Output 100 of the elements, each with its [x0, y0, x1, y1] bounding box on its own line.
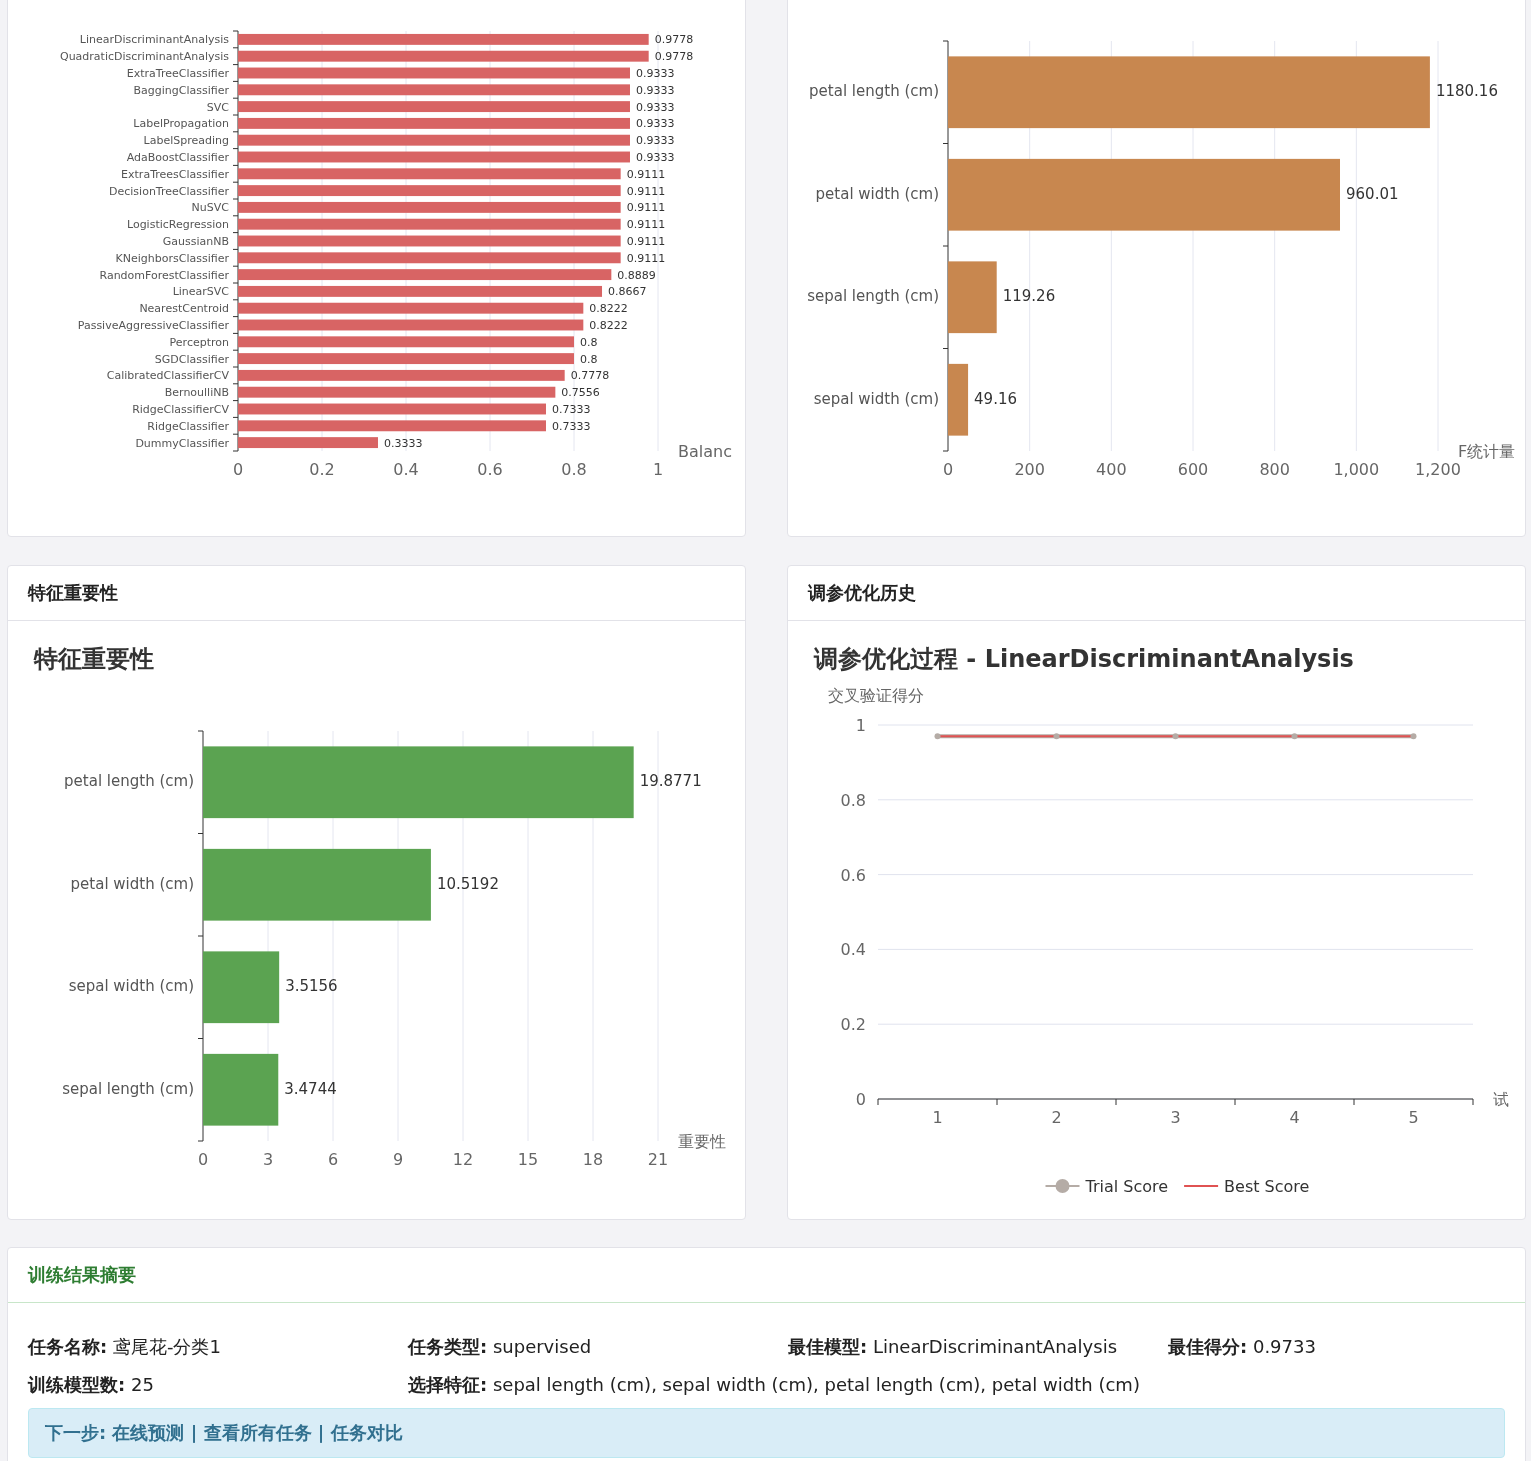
y-tick-label: sepal length (cm): [62, 1079, 194, 1098]
y-tick-label: petal width (cm): [70, 874, 194, 893]
text: 下一步: 在线预测 | 查看所有任务 | 任务对比: [28, 1408, 1505, 1458]
x-tick-label: 1: [652, 460, 664, 479]
y-tick-label: DummyClassifier: [135, 436, 230, 450]
x-tick-label: 200: [1014, 460, 1045, 479]
data-label: 0.9111: [626, 201, 666, 215]
data-label: 960.01: [1346, 184, 1399, 203]
x-tick-label: 0.8: [561, 460, 587, 479]
y-tick-label: LinearSVC: [172, 285, 230, 299]
y-tick-label: petal width (cm): [815, 184, 939, 203]
x-tick-label: 600: [1177, 460, 1209, 479]
chart-title: 特征重要性: [8, 566, 745, 621]
x-tick-label: 5: [1408, 1108, 1419, 1127]
data-label: 3.5156: [285, 977, 338, 996]
text: 选择特征: sepal length (cm), sepal width (cm), petal length (cm), petal width (cm): [408, 1373, 1140, 1397]
y-tick-label: Perceptron: [169, 335, 230, 349]
data-label: 0.8889: [617, 268, 656, 282]
data-label: 0.9111: [626, 218, 666, 232]
data-label: 0.9111: [626, 251, 666, 265]
data-label: 0.7556: [561, 386, 600, 400]
data-label: 1180.16: [1435, 82, 1498, 101]
y-tick-label: sepal width (cm): [68, 977, 194, 996]
data-label: 0.9333: [635, 67, 675, 80]
x-tick-label: 12: [452, 1150, 474, 1169]
y-tick-label: RandomForestClassifier: [99, 268, 230, 282]
y-tick-label: sepal length (cm): [807, 287, 939, 306]
y-tick-label: DecisionTreeClassifier: [109, 184, 230, 198]
y-tick-label: SGDClassifier: [154, 352, 230, 366]
data-label: 0.7333: [551, 403, 591, 416]
y-tick-label: ExtraTreeClassifier: [126, 67, 230, 80]
x-tick-label: 0: [232, 460, 244, 479]
x-axis-title: 重要性: [678, 1132, 726, 1151]
data-label: 0.8: [580, 352, 598, 366]
y-axis-title: 交叉验证得分: [828, 686, 924, 705]
x-tick-label: 6: [327, 1150, 339, 1169]
data-label: 0.9111: [626, 184, 666, 198]
y-tick-label: NuSVC: [191, 201, 230, 215]
chart-subtitle: 调参优化过程 - LinearDiscriminantAnalysis: [813, 645, 1354, 673]
x-tick-label: 1,000: [1333, 460, 1380, 479]
chart-title: 调参优化历史: [788, 566, 1525, 621]
data-label: 49.16: [974, 389, 1018, 408]
y-tick-label: 0.2: [840, 1015, 866, 1035]
x-tick-label: 18: [582, 1150, 604, 1169]
x-tick-label: 21: [647, 1150, 669, 1169]
x-tick-label: 15: [517, 1150, 539, 1169]
data-label: 10.5192: [436, 874, 499, 893]
y-tick-label: GaussianNB: [162, 235, 229, 248]
text: 任务类型: supervised: [408, 1335, 592, 1359]
y-tick-label: LabelSpreading: [143, 134, 229, 148]
legend-label: Best Score: [1224, 1177, 1310, 1196]
text: 任务名称: 鸢尾花-分类1: [28, 1335, 221, 1359]
y-tick-label: 0.4: [840, 940, 866, 960]
x-axis-title: Balanc: [678, 442, 732, 461]
data-label: 3.4744: [284, 1079, 337, 1098]
y-tick-label: KNeighborsClassifier: [115, 251, 230, 265]
data-label: 119.26: [1002, 287, 1056, 306]
text: 最佳模型: LinearDiscriminantAnalysis: [788, 1335, 1118, 1359]
data-label: 0.9778: [654, 33, 694, 47]
y-tick-label: LinearDiscriminantAnalysis: [79, 33, 230, 47]
x-tick-label: 400: [1096, 460, 1127, 479]
y-tick-label: 0.8: [840, 790, 866, 810]
data-label: 0.9778: [654, 50, 694, 64]
data-label: 0.9111: [626, 235, 666, 248]
text: 训练结果摘要: [8, 1248, 1525, 1303]
data-label: 0.8222: [589, 319, 628, 332]
x-tick-label: 0.2: [309, 460, 335, 479]
x-tick-label: 9: [392, 1150, 404, 1169]
x-axis-title: F统计量: [1458, 442, 1516, 461]
y-tick-label: RidgeClassifierCV: [132, 403, 230, 416]
y-tick-label: BaggingClassifier: [133, 83, 230, 97]
x-tick-label: 3: [1170, 1108, 1181, 1127]
x-tick-label: 3: [262, 1150, 274, 1169]
x-tick-label: 800: [1259, 460, 1290, 479]
data-label: 0.8667: [608, 285, 647, 299]
y-tick-label: 0.6: [840, 865, 866, 885]
data-label: 0.3333: [383, 436, 423, 450]
y-tick-label: ExtraTreesClassifier: [121, 167, 230, 181]
x-tick-label: 0.6: [477, 460, 503, 479]
data-label: 0.8: [580, 335, 598, 349]
data-label: 0.8222: [589, 302, 628, 316]
y-tick-label: PassiveAggressiveClassifier: [77, 319, 230, 332]
y-tick-label: QuadraticDiscriminantAnalysis: [59, 50, 230, 64]
y-tick-label: petal length (cm): [809, 82, 939, 101]
x-axis-title: 试: [1493, 1090, 1509, 1109]
y-tick-label: 0: [855, 1090, 866, 1109]
data-label: 0.7778: [570, 369, 610, 383]
y-tick-label: NearestCentroid: [139, 302, 229, 316]
data-label: 0.9333: [635, 117, 675, 131]
legend-label: Trial Score: [1084, 1177, 1169, 1196]
data-label: 19.8771: [639, 772, 702, 791]
x-tick-label: 2: [1051, 1108, 1062, 1127]
data-label: 0.9333: [635, 100, 675, 114]
data-label: 0.9333: [635, 83, 675, 97]
text: 最佳得分: 0.9733: [1168, 1335, 1316, 1359]
y-tick-label: 1: [855, 716, 866, 735]
data-label: 0.7333: [551, 419, 591, 433]
data-label: 0.9333: [635, 151, 675, 164]
y-tick-label: sepal width (cm): [813, 389, 939, 408]
y-tick-label: BernoulliNB: [164, 386, 229, 400]
